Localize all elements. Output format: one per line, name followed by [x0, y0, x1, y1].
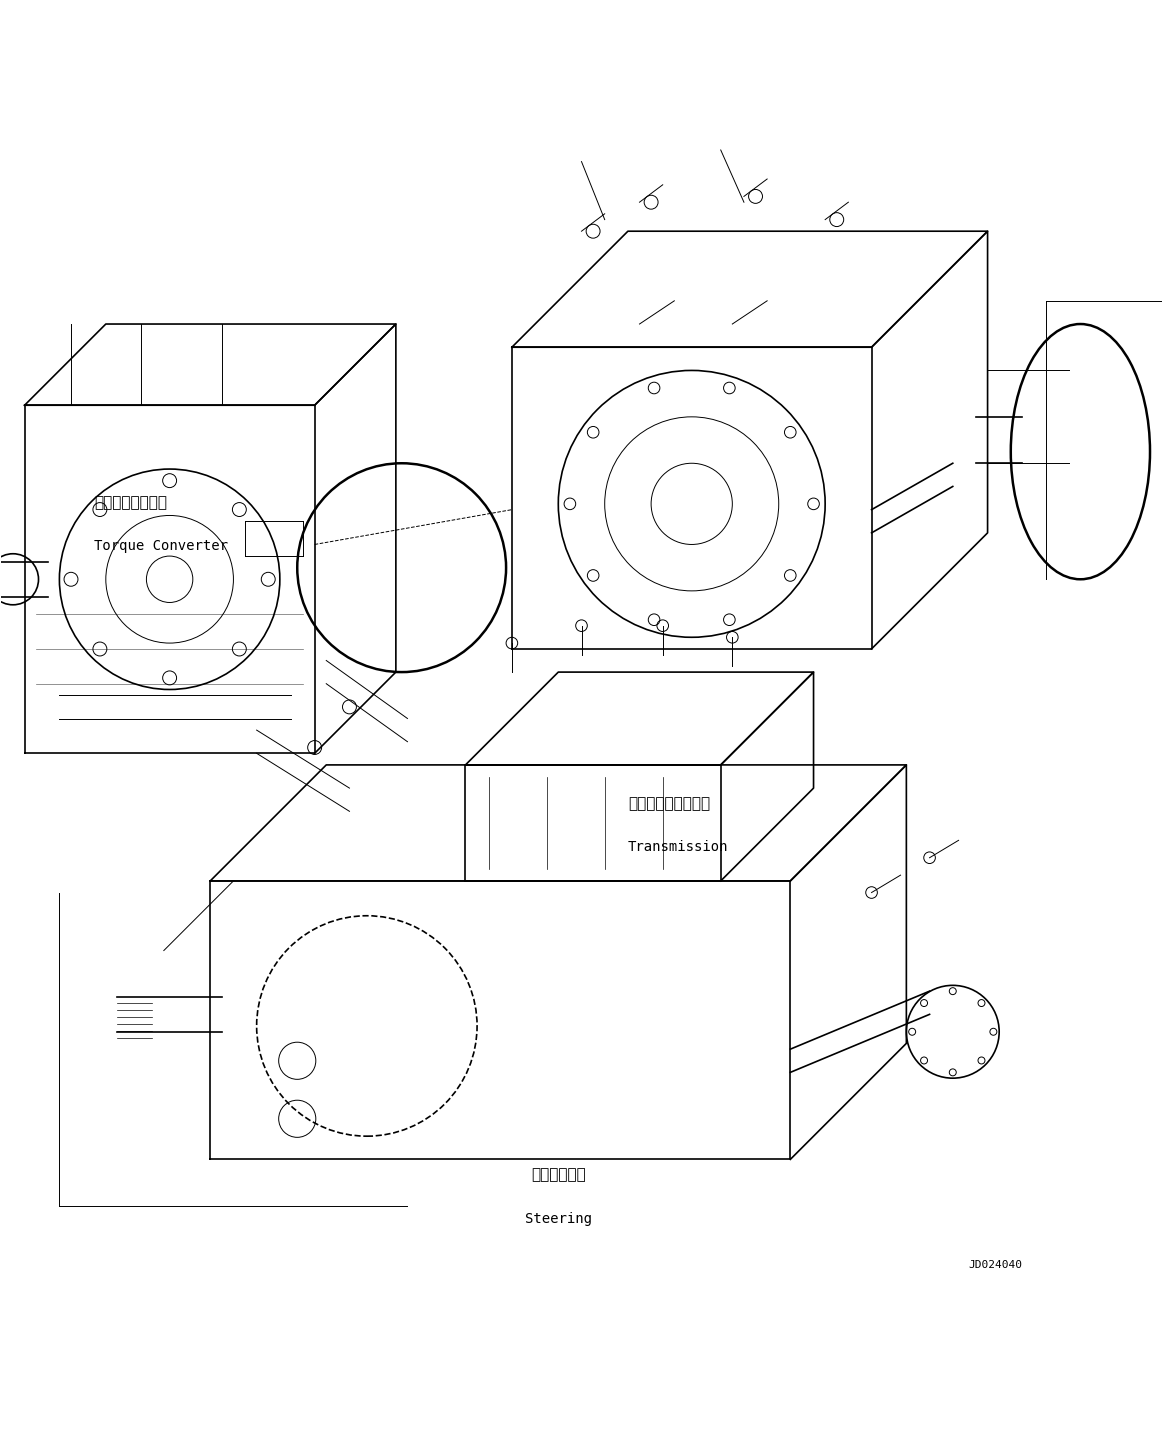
Text: Torque Converter: Torque Converter — [94, 539, 228, 553]
Text: Transmission: Transmission — [628, 841, 728, 855]
Text: トルクコンバータ: トルクコンバータ — [94, 494, 167, 510]
Text: トランスミッション: トランスミッション — [628, 796, 711, 812]
Text: Steering: Steering — [525, 1211, 592, 1226]
Text: JD024040: JD024040 — [969, 1260, 1022, 1270]
Text: ステアリング: ステアリング — [531, 1168, 586, 1183]
